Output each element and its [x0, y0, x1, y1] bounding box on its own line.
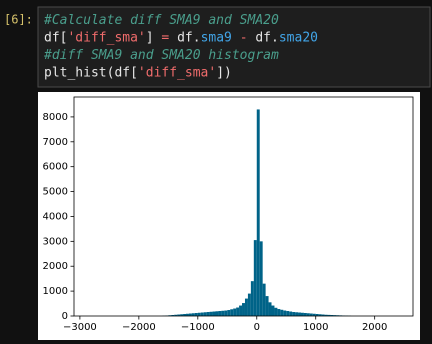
y-tick-label: 7000	[43, 137, 68, 148]
bar	[312, 313, 316, 316]
bar	[265, 296, 269, 316]
code-token: sma20	[279, 30, 318, 45]
code-token: #Calculate diff SMA9 and SMA20	[43, 13, 279, 28]
bar	[215, 311, 219, 316]
bar	[256, 109, 260, 317]
bar	[289, 311, 293, 316]
bar	[227, 310, 231, 316]
y-tick-label: 1000	[43, 286, 68, 297]
bar	[203, 312, 207, 316]
chart: 0 1000 2000 3000 4000 5000 6000 7000 8000 −3000 −2…	[43, 96, 414, 333]
bar	[212, 311, 216, 316]
bar	[174, 314, 178, 316]
bar	[171, 315, 175, 316]
code-token: df.	[248, 30, 279, 45]
bar	[191, 313, 195, 316]
bar	[206, 312, 210, 316]
x-tick-label: −3000	[63, 322, 97, 333]
bar	[286, 311, 290, 316]
x-tick-label: 2000	[362, 322, 387, 333]
bar	[247, 293, 251, 316]
prompt: [6]:	[4, 13, 33, 27]
code-line: df['diff_sma'] = df.sma9 - df.sma20	[44, 30, 318, 45]
bar	[262, 283, 266, 316]
x-tick-label: 0	[254, 322, 260, 333]
code-line: #Calculate diff SMA9 and SMA20	[43, 13, 279, 28]
code-token: 'diff_sma'	[138, 65, 216, 80]
bar	[177, 314, 181, 316]
plot-output	[38, 92, 420, 340]
bar	[309, 313, 313, 316]
code-line: #diff SMA9 and SMA20 histogram	[43, 48, 279, 63]
bar	[253, 240, 257, 316]
code-token: #diff SMA9 and SMA20 histogram	[43, 48, 279, 63]
bar	[221, 310, 225, 316]
bar	[324, 314, 328, 316]
bar	[197, 312, 201, 316]
code-token: plt_hist(df[	[44, 65, 138, 80]
bar	[300, 312, 304, 316]
bar	[315, 314, 319, 316]
code-token: -	[240, 30, 248, 45]
bar	[283, 310, 287, 316]
bar	[321, 314, 325, 316]
bar	[233, 308, 237, 316]
bar	[274, 307, 278, 316]
bar	[236, 307, 240, 316]
bar	[180, 314, 184, 316]
y-tick-label: 2000	[43, 261, 68, 272]
bar	[333, 315, 337, 316]
bar	[230, 309, 234, 316]
bar	[224, 310, 228, 316]
code-token: df.	[169, 30, 200, 45]
bar	[292, 312, 296, 316]
bar	[271, 305, 275, 316]
bar	[186, 313, 189, 316]
x-tick-label: −1000	[181, 322, 215, 333]
bar	[242, 303, 245, 316]
code-token: 'diff_sma'	[67, 30, 145, 45]
bar	[259, 241, 263, 316]
bar	[280, 309, 284, 316]
code: #Calculate diff SMA9 and SMA20df['diff_s…	[43, 13, 318, 81]
y-tick-label: 5000	[43, 187, 68, 198]
code-token	[232, 30, 240, 45]
bar	[295, 312, 299, 316]
y-tick-label: 0	[62, 311, 68, 322]
code-token: df[	[44, 30, 67, 45]
bar	[194, 313, 198, 316]
bar	[250, 281, 254, 316]
x-tick-label: −2000	[122, 322, 156, 333]
x-tick-label: 1000	[303, 322, 328, 333]
code-cell[interactable]	[37, 6, 431, 88]
bar	[330, 315, 334, 316]
bar	[239, 305, 243, 316]
y-tick-label: 3000	[43, 236, 68, 247]
code-token: ])	[216, 65, 232, 80]
bar	[268, 302, 272, 316]
bar	[318, 314, 322, 316]
bar	[209, 311, 213, 316]
bar	[327, 314, 331, 316]
y-tick-label: 8000	[43, 112, 68, 123]
bar	[303, 313, 307, 316]
bar	[277, 309, 281, 316]
bar	[188, 313, 192, 316]
code-token: =	[161, 30, 169, 45]
bar	[183, 314, 187, 316]
bar	[218, 311, 222, 316]
bar	[306, 313, 310, 316]
bar	[298, 312, 301, 316]
code-token: sma9	[201, 30, 232, 45]
axes-frame	[73, 96, 414, 317]
code-token: ]	[146, 30, 162, 45]
bar	[244, 298, 248, 316]
bar	[200, 312, 204, 316]
code-line: plt_hist(df['diff_sma'])	[44, 65, 232, 80]
y-tick-label: 6000	[43, 162, 68, 173]
y-tick-label: 4000	[43, 211, 68, 222]
